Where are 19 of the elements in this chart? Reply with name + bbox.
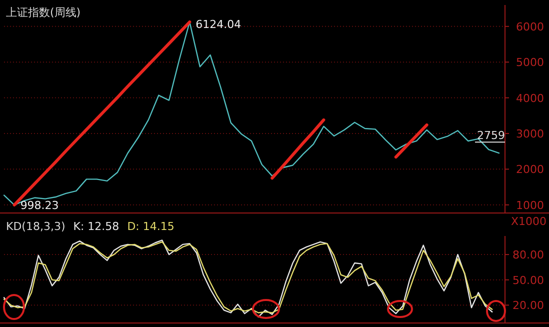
y-tick-label: 50.00 bbox=[512, 274, 544, 287]
chart-title: 上证指数(周线) bbox=[6, 6, 81, 19]
annotation: 6124.04 bbox=[196, 18, 242, 31]
y-tick-label: 20.00 bbox=[512, 299, 544, 312]
y-tick-label: 5000 bbox=[516, 56, 544, 70]
text: X1000 bbox=[511, 215, 547, 228]
series-label: D: 14.15 bbox=[127, 220, 174, 233]
y-tick-label: 1000 bbox=[516, 198, 544, 212]
y-tick-label: 3000 bbox=[516, 127, 544, 140]
ref-line-label: 2759 bbox=[477, 129, 505, 142]
chart-title: KD(18,3,3) bbox=[6, 220, 66, 233]
y-tick-label: 2000 bbox=[516, 163, 544, 176]
line-series bbox=[270, 118, 326, 180]
line-series bbox=[394, 123, 428, 159]
y-tick-label: 80.00 bbox=[512, 248, 544, 262]
series-label: K: 12.58 bbox=[73, 220, 120, 233]
y-tick-label: 4000 bbox=[516, 92, 544, 105]
annotation: 998.23 bbox=[20, 198, 59, 212]
y-tick-label: 6000 bbox=[516, 20, 544, 34]
